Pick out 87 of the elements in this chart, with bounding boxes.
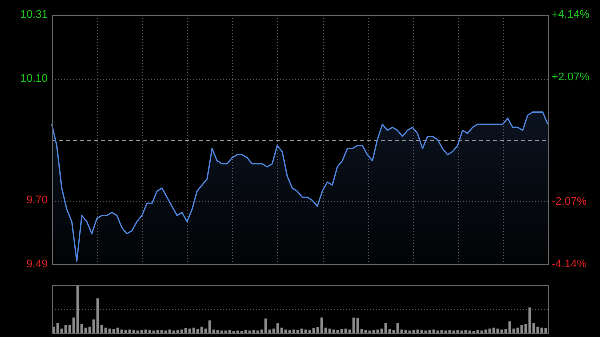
bar <box>112 329 116 333</box>
bar <box>188 328 192 333</box>
y2-tick-label: -2.07% <box>552 196 588 208</box>
bar <box>336 330 340 333</box>
bar <box>176 330 180 333</box>
y2-tick-label: -4.14% <box>552 258 588 270</box>
bar <box>280 328 284 333</box>
bar <box>492 328 496 333</box>
y-tick-label: 9.70 <box>26 194 48 207</box>
bar <box>116 328 120 333</box>
bar <box>432 330 436 333</box>
bar <box>384 323 388 333</box>
bar <box>312 328 316 333</box>
bar <box>376 330 380 333</box>
bar <box>120 330 124 333</box>
bar <box>416 330 420 333</box>
bar <box>104 328 108 333</box>
bar <box>76 285 80 333</box>
y2-tick-label: +2.07% <box>552 71 590 84</box>
bar <box>144 330 148 333</box>
bar <box>488 328 492 333</box>
bar <box>476 330 480 333</box>
bar <box>304 330 308 333</box>
bar <box>196 329 200 333</box>
bar <box>208 320 212 333</box>
bar <box>364 330 368 333</box>
bar <box>180 330 184 333</box>
bar <box>184 328 188 333</box>
y-tick-label: 10.31 <box>20 9 48 22</box>
bar <box>508 322 512 333</box>
bar <box>544 328 548 333</box>
bar <box>412 330 416 333</box>
bar <box>456 330 460 333</box>
bar <box>284 330 288 333</box>
bar <box>228 330 232 333</box>
bar <box>500 330 504 333</box>
bar <box>308 330 312 333</box>
bar <box>464 330 468 333</box>
bar <box>200 326 204 333</box>
bar <box>64 325 68 333</box>
y-tick-label: 10.10 <box>20 72 48 85</box>
bar <box>296 330 300 333</box>
bar <box>344 328 348 333</box>
bar <box>516 328 520 333</box>
bar <box>276 324 280 333</box>
bar <box>536 326 540 333</box>
bar <box>420 330 424 333</box>
bar <box>288 330 292 333</box>
bar <box>84 328 88 333</box>
bar <box>140 330 144 333</box>
bar <box>448 330 452 333</box>
bar <box>56 323 60 333</box>
bar <box>352 318 356 333</box>
bar <box>404 330 408 333</box>
bar <box>320 318 324 333</box>
bar <box>372 330 376 333</box>
bar <box>244 330 248 333</box>
bar <box>156 330 160 333</box>
bar <box>168 330 172 333</box>
bar <box>428 330 432 333</box>
bar <box>148 330 152 333</box>
bar <box>216 330 220 333</box>
bar <box>292 330 296 333</box>
bar <box>160 330 164 333</box>
bar <box>124 330 128 333</box>
bar <box>132 330 136 333</box>
bar <box>264 318 268 333</box>
bar <box>440 330 444 333</box>
bar <box>128 330 132 333</box>
bar <box>252 330 256 333</box>
bar <box>332 330 336 333</box>
bar <box>52 326 56 333</box>
bar <box>108 328 112 333</box>
bar <box>300 328 304 333</box>
bar <box>484 330 488 333</box>
bar <box>192 328 196 333</box>
bar <box>356 318 360 333</box>
bar <box>396 323 400 333</box>
y2-tick-label: +4.14% <box>552 9 590 22</box>
bar <box>340 329 344 333</box>
bar <box>96 298 100 333</box>
bar <box>540 328 544 333</box>
bar <box>520 325 524 333</box>
bar <box>328 328 332 333</box>
bar <box>496 328 500 333</box>
y-tick-label: 9.49 <box>26 258 48 270</box>
bar <box>528 308 532 333</box>
